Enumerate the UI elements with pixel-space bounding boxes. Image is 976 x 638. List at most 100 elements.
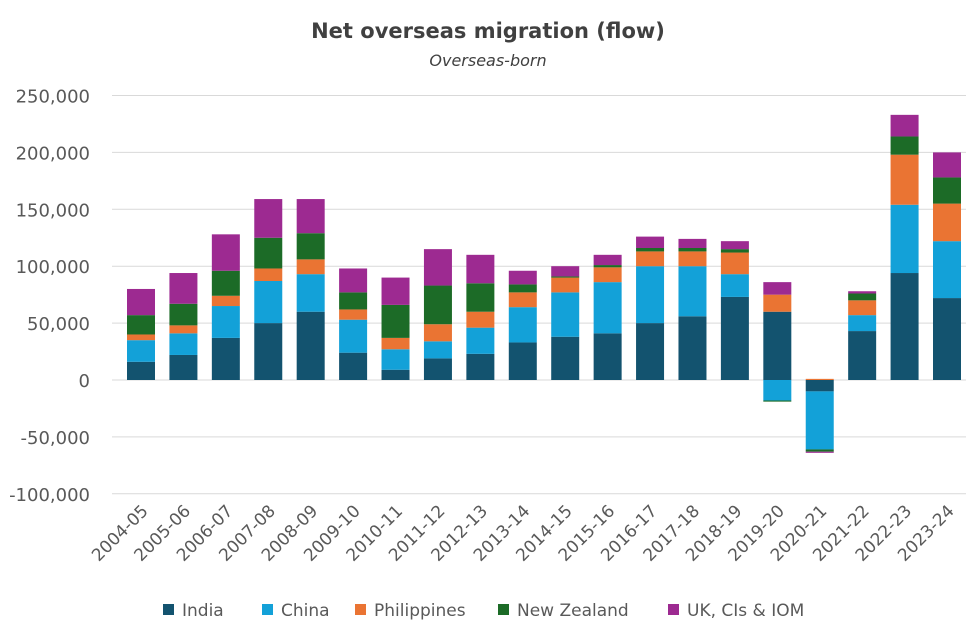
bar-segment-china: [678, 266, 707, 317]
bar-segment-philippines: [933, 203, 961, 242]
bar-segment-new-zealand: [508, 284, 537, 293]
bar-segment-uk-cis-iom: [593, 254, 622, 266]
legend-label: China: [281, 601, 330, 621]
y-tick-label: -50,000: [21, 428, 90, 449]
bar-segment-india: [890, 273, 919, 380]
bar-segment-india: [339, 352, 368, 380]
bar-segment-uk-cis-iom: [636, 236, 665, 248]
bar-segment-india: [805, 380, 834, 392]
bar-segment-new-zealand: [890, 136, 919, 155]
bar-segment-china: [636, 266, 665, 324]
y-tick-label: 50,000: [27, 314, 90, 335]
bar-segment-uk-cis-iom: [211, 234, 240, 271]
bar-segment-china: [381, 349, 410, 370]
bar-segment-uk-cis-iom: [890, 114, 919, 137]
bar-segment-uk-cis-iom: [254, 199, 283, 238]
legend-swatch: [355, 604, 366, 615]
bar-segment-uk-cis-iom: [169, 273, 198, 304]
bar-segment-new-zealand: [551, 276, 580, 278]
legend-swatch: [163, 604, 174, 615]
bar-segment-philippines: [508, 292, 537, 308]
bar-segment-philippines: [593, 267, 622, 283]
bar-segment-philippines: [805, 378, 834, 380]
bar-segment-china: [593, 282, 622, 334]
bar-segment-new-zealand: [211, 270, 240, 296]
bar-segment-new-zealand: [720, 249, 749, 253]
legend-label: UK, CIs & IOM: [687, 601, 804, 621]
legend-swatch: [262, 604, 273, 615]
y-tick-label: 150,000: [16, 200, 90, 221]
bar-segment-india: [381, 369, 410, 380]
bar-segment-new-zealand: [593, 265, 622, 268]
bar-segment-new-zealand: [381, 304, 410, 338]
bar-segment-china: [211, 306, 240, 338]
legend-label: India: [182, 601, 224, 621]
bar-segment-uk-cis-iom: [551, 266, 580, 277]
bar-segment-new-zealand: [466, 283, 495, 312]
y-tick-label: 200,000: [16, 143, 90, 164]
bar-segment-china: [848, 315, 877, 332]
y-tick-label: 100,000: [16, 257, 90, 278]
bar-segment-china: [805, 391, 834, 450]
bar-segment-philippines: [296, 259, 325, 275]
bar-segment-new-zealand: [339, 292, 368, 310]
chart-title: Net overseas migration (flow): [311, 19, 665, 43]
bar-segment-china: [466, 327, 495, 354]
bar-segment-uk-cis-iom: [508, 270, 537, 285]
bar-segment-uk-cis-iom: [933, 152, 961, 178]
bar-segment-india: [211, 337, 240, 380]
bar-segment-china: [127, 340, 155, 362]
bar-segment-uk-cis-iom: [805, 451, 834, 453]
bar-segment-uk-cis-iom: [678, 238, 707, 248]
bar-segment-china: [720, 274, 749, 297]
legend-swatch: [498, 604, 509, 615]
bar-segment-uk-cis-iom: [296, 199, 325, 234]
bar-segment-india: [763, 311, 792, 380]
bar-segment-india: [423, 358, 452, 380]
bar-segment-philippines: [381, 337, 410, 350]
bar-segment-new-zealand: [169, 303, 198, 326]
bar-segment-new-zealand: [678, 247, 707, 252]
bar-segment-new-zealand: [127, 315, 155, 335]
bar-segment-india: [254, 323, 283, 380]
bar-segment-china: [339, 319, 368, 353]
legend-label: Philippines: [374, 601, 466, 621]
bar-segment-uk-cis-iom: [423, 249, 452, 286]
legend-label: New Zealand: [517, 601, 629, 621]
bar-segment-china: [254, 280, 283, 324]
bar-segment-uk-cis-iom: [127, 288, 155, 316]
bar-segment-new-zealand: [933, 177, 961, 204]
bar-segment-philippines: [551, 277, 580, 293]
bar-segment-philippines: [466, 311, 495, 328]
chart-subtitle: Overseas-born: [429, 51, 546, 70]
bar-segment-philippines: [720, 252, 749, 275]
bar-segment-india: [127, 361, 155, 380]
bar-segment-philippines: [678, 251, 707, 267]
bar-segment-india: [848, 331, 877, 380]
bar-segment-new-zealand: [763, 400, 792, 402]
bar-segment-new-zealand: [636, 247, 665, 252]
bar-segment-philippines: [169, 325, 198, 334]
y-tick-label: 250,000: [16, 87, 90, 108]
bar-segment-china: [551, 292, 580, 337]
legend-swatch: [668, 604, 679, 615]
bar-segment-uk-cis-iom: [339, 268, 368, 293]
bar-segment-philippines: [636, 251, 665, 267]
bar-segment-new-zealand: [805, 449, 834, 452]
bar-segment-india: [593, 333, 622, 380]
bar-segment-india: [508, 342, 537, 380]
bar-segment-new-zealand: [423, 285, 452, 325]
bar-segment-india: [636, 323, 665, 380]
bar-segment-china: [763, 380, 792, 401]
bar-segment-china: [933, 241, 961, 299]
bar-segment-china: [890, 204, 919, 274]
bar-segment-uk-cis-iom: [381, 277, 410, 305]
bar-segment-china: [508, 307, 537, 343]
bar-segment-india: [466, 353, 495, 380]
bar-segment-philippines: [127, 334, 155, 341]
bar-segment-india: [169, 354, 198, 380]
y-tick-label: 0: [79, 371, 90, 392]
bar-segment-new-zealand: [848, 293, 877, 301]
bar-segment-china: [296, 274, 325, 312]
